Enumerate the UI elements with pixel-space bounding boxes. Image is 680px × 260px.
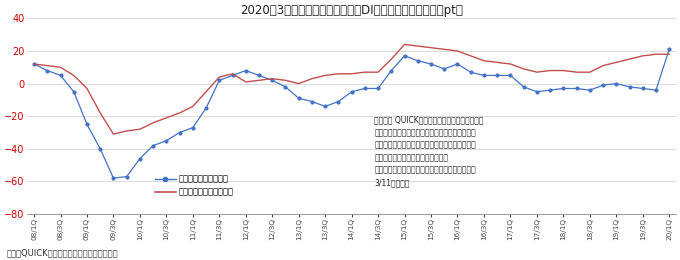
Legend: 大企業　製造業・最近, 大企業　非製造業・最近: 大企業 製造業・最近, 大企業 非製造業・最近	[152, 171, 237, 200]
Text: 事前の QUICKの予測中央値より堅調な内容に
なったものの、新型肺炎の感染拡大による影響を
十分に織り込んでいない可能性がありそうだ。今
後の動向に注意する必: 事前の QUICKの予測中央値より堅調な内容に なったものの、新型肺炎の感染拡大…	[374, 116, 484, 187]
Text: 出所：QUICKのデータをもとに東洋証券作成: 出所：QUICKのデータをもとに東洋証券作成	[7, 248, 118, 257]
Title: 2020年3月調査の短観、業況判断DIの推移（四半期足、％pt）: 2020年3月調査の短観、業況判断DIの推移（四半期足、％pt）	[240, 4, 463, 17]
